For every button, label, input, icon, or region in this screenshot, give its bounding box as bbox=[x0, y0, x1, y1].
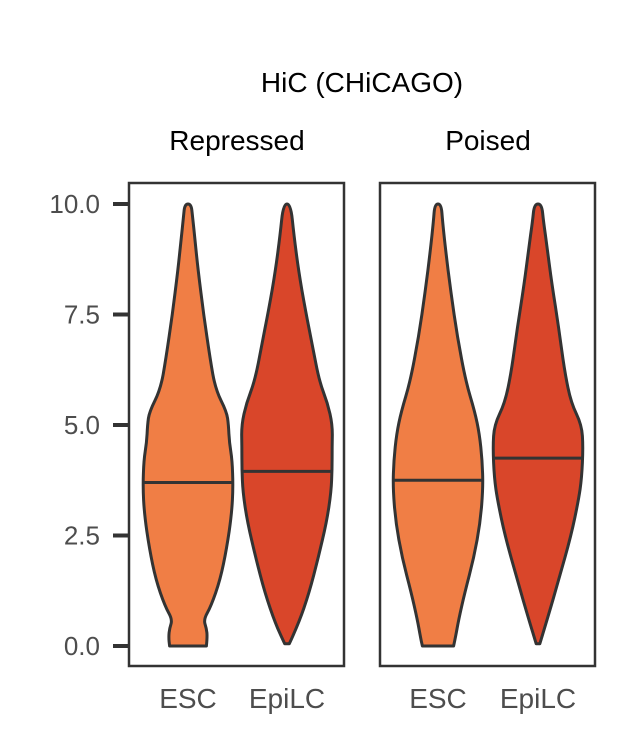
x-tick-label: ESC bbox=[409, 683, 467, 714]
x-tick-label: EpiLC bbox=[500, 683, 576, 714]
y-tick-label: 5.0 bbox=[64, 410, 100, 440]
panel-label-repressed: Repressed bbox=[169, 125, 304, 156]
violin-marks bbox=[141, 202, 585, 648]
y-axis: 0.0 2.5 5.0 7.5 10.0 bbox=[49, 189, 129, 661]
x-tick-label: ESC bbox=[159, 683, 217, 714]
x-tick-label: EpiLC bbox=[249, 683, 325, 714]
panel-label-poised: Poised bbox=[445, 125, 531, 156]
panel-frame-poised bbox=[378, 181, 597, 668]
violin-repressed-epilc bbox=[240, 202, 334, 646]
violin-repressed-esc bbox=[141, 202, 235, 648]
violin-poised-esc bbox=[391, 202, 485, 648]
chart-title: HiC (CHiCAGO) bbox=[261, 67, 463, 98]
y-tick-label: 0.0 bbox=[64, 631, 100, 661]
violin-poised-epilc bbox=[491, 202, 585, 646]
y-tick-label: 7.5 bbox=[64, 300, 100, 330]
y-tick-label: 2.5 bbox=[64, 521, 100, 551]
y-tick-label: 10.0 bbox=[49, 189, 100, 219]
